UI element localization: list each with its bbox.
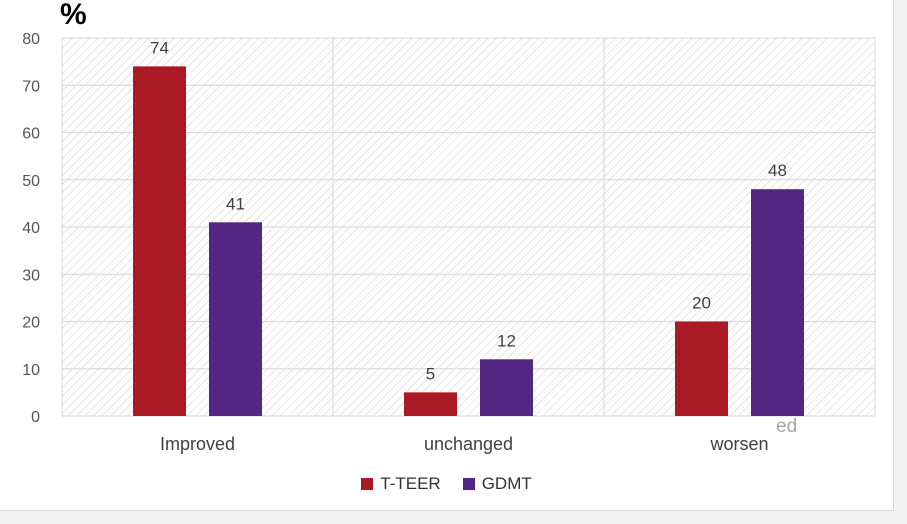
y-tick-label: 40	[22, 220, 40, 237]
x-category-label: Improved	[160, 434, 235, 454]
legend-swatch-gdmt	[462, 478, 475, 490]
bar-gdmt-unchanged	[480, 359, 533, 416]
bars	[133, 66, 804, 416]
chart-frame: 0 10 20 30 40 50 60 70 80 74 41 5 12 20 48 Improved un…	[0, 0, 894, 511]
data-label: 20	[692, 294, 711, 313]
data-label: 48	[768, 161, 787, 180]
y-tick-label: 70	[22, 78, 40, 95]
legend-label-gdmt: GDMT	[481, 474, 532, 493]
y-tick-label: 10	[22, 362, 40, 379]
y-axis-unit-label: %	[60, 0, 87, 31]
y-axis: 0 10 20 30 40 50 60 70 80	[22, 31, 40, 426]
data-label: 12	[497, 331, 516, 350]
y-tick-label: 50	[22, 173, 40, 190]
gridlines	[61, 37, 876, 417]
data-label: 41	[226, 194, 245, 213]
x-axis: Improved unchanged worsen	[160, 434, 769, 454]
legend-item-gdmt: GDMT	[462, 474, 532, 494]
legend-item-t-teer: T-TEER	[361, 474, 441, 494]
legend-label-t-teer: T-TEER	[380, 474, 441, 493]
y-tick-label: 60	[22, 126, 40, 143]
y-tick-label: 0	[31, 409, 40, 426]
x-category-label: unchanged	[424, 434, 513, 454]
y-tick-label: 80	[22, 31, 40, 48]
data-label: 74	[150, 38, 169, 57]
x-category-label: worsen	[709, 434, 768, 454]
bar-t-teer-worsen	[675, 321, 728, 416]
bar-gdmt-worsen	[751, 189, 804, 416]
y-tick-label: 20	[22, 315, 40, 332]
data-labels: 74 41 5 12 20 48	[150, 38, 787, 383]
y-tick-label: 30	[22, 267, 40, 284]
legend-swatch-t-teer	[361, 478, 374, 490]
bar-chart: 0 10 20 30 40 50 60 70 80 74 41 5 12 20 48 Improved un…	[22, 31, 876, 454]
data-label: 5	[426, 364, 435, 383]
bar-t-teer-improved	[133, 66, 186, 416]
bar-t-teer-unchanged	[404, 392, 457, 416]
overlay-text: ed	[776, 416, 798, 437]
legend: T-TEER GDMT	[0, 474, 893, 494]
bar-gdmt-improved	[209, 222, 262, 416]
